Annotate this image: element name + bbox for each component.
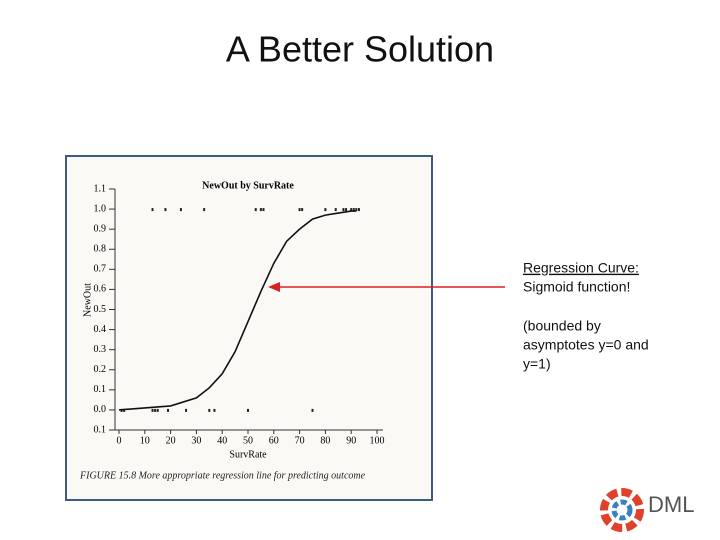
y-tick-label: 0.0: [94, 404, 107, 415]
x-tick-label: 70: [295, 435, 305, 446]
annotation-line: y=1): [523, 356, 551, 372]
x-tick-label: 80: [320, 435, 330, 446]
point: [123, 408, 126, 412]
point: [357, 208, 360, 212]
point: [298, 208, 301, 212]
y-tick-label: 1.0: [94, 203, 107, 214]
point: [355, 208, 358, 212]
x-tick-label: 100: [370, 435, 385, 446]
arrow-head: [268, 282, 280, 292]
x-tick-label: 60: [269, 435, 279, 446]
figure-frame: [65, 155, 433, 501]
point: [154, 408, 157, 412]
point: [156, 408, 159, 412]
logo-text: DML: [648, 492, 694, 517]
y-axis-label: NewOut: [82, 283, 93, 317]
point: [334, 208, 337, 212]
y-tick-label: 0.6: [94, 284, 107, 295]
point: [352, 208, 355, 212]
x-tick-label: 50: [243, 435, 253, 446]
y-tick-label: 0.3: [94, 344, 107, 355]
x-tick-label: 0: [117, 435, 122, 446]
x-tick-label: 10: [140, 435, 150, 446]
annotation-line: (bounded by: [523, 318, 601, 334]
y-tick-label: 0.7: [94, 264, 107, 275]
point: [311, 408, 314, 412]
point: [208, 408, 211, 412]
point: [167, 408, 170, 412]
annotation-line: Sigmoid function!: [523, 279, 630, 295]
point: [247, 408, 249, 412]
annotation: Regression Curve: Sigmoid function! (bound…: [523, 260, 649, 372]
point: [254, 208, 257, 212]
logo-ring-inner: [611, 499, 633, 521]
y-tick-label: 0.5: [94, 304, 107, 315]
point: [213, 408, 216, 412]
x-tick-label: 20: [166, 435, 176, 446]
logo: DML: [600, 488, 694, 532]
y-tick-label: 0.1: [94, 384, 107, 395]
y-tick-label: 1.1: [94, 183, 107, 194]
y-tick-label: 0.9: [94, 223, 107, 234]
point: [203, 208, 206, 212]
chart-title: NewOut by SurvRate: [202, 180, 294, 191]
x-tick-label: 90: [346, 435, 356, 446]
point: [262, 208, 265, 212]
x-tick-label: 30: [191, 435, 201, 446]
point: [179, 208, 182, 212]
point: [259, 208, 262, 212]
y-tick-label: 0.1: [94, 424, 107, 435]
y-tick-label: 0.8: [94, 244, 107, 255]
point: [164, 208, 167, 212]
logo-ring: [600, 488, 644, 532]
annotation-line: asymptotes y=0 and: [523, 337, 649, 353]
point: [324, 208, 327, 212]
point: [301, 208, 304, 212]
chart: NewOut by SurvRate SurvRate NewOut 0 10 20 30 4…: [82, 180, 384, 460]
regression-curve: [118, 210, 357, 411]
point: [342, 208, 345, 212]
x-tick-label: 40: [217, 435, 227, 446]
figure-caption: FIGURE 15.8 More appropriate regression …: [79, 470, 366, 481]
annotation-line: Regression Curve:: [523, 260, 639, 276]
y-tick-label: 0.4: [94, 324, 107, 335]
point: [185, 408, 188, 412]
point: [151, 208, 154, 212]
point: [151, 408, 154, 412]
y-tick-label: 0.2: [94, 364, 107, 375]
slide-title: A Better Solution: [226, 29, 494, 70]
point: [350, 208, 353, 212]
point: [345, 208, 348, 212]
x-axis-label: SurvRate: [229, 449, 267, 460]
